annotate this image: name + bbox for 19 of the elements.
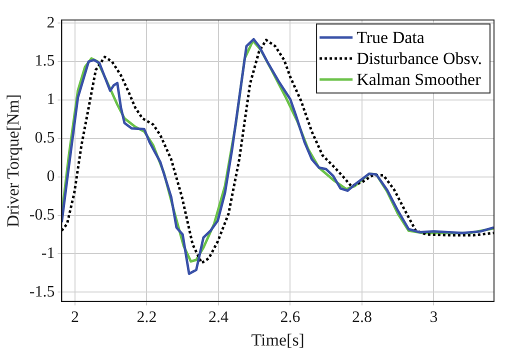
y-tick-label: -0.5 [29, 206, 55, 224]
y-tick-label: 0 [46, 168, 55, 186]
y-tick-label: 1.5 [34, 52, 55, 70]
x-tick-label: 2.2 [136, 309, 157, 326]
x-tick-label: 2.4 [208, 309, 228, 326]
legend-label: Kalman Smoother [356, 70, 482, 89]
x-tick-label: 2.6 [280, 309, 300, 326]
y-tick-label: 2 [46, 14, 55, 32]
y-tick-label: 0.5 [34, 130, 55, 147]
y-tick-label: 1 [46, 91, 55, 108]
x-tick-label: 2.8 [352, 309, 372, 326]
y-tick-label: -1.5 [29, 283, 55, 300]
x-tick-label: 3 [430, 309, 438, 326]
legend-label: Disturbance Obsv. [356, 48, 482, 68]
y-axis-title: Driver Torque[Nm] [4, 94, 23, 228]
y-tick-label: -1 [41, 244, 55, 262]
x-tick-label: 2 [71, 309, 79, 326]
x-axis-title: Time[s] [251, 330, 304, 350]
legend-label: True Data [356, 28, 425, 47]
